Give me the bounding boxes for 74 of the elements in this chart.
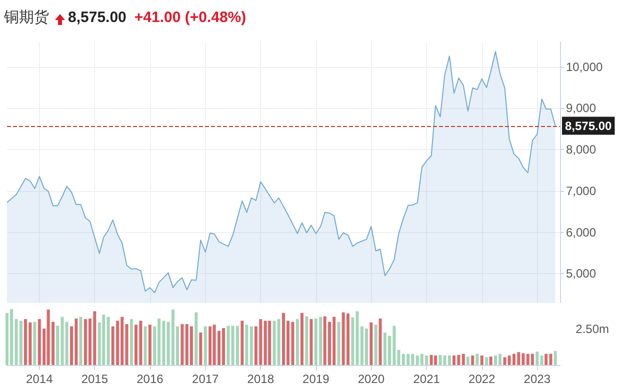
y-tick-label: 10,000 <box>566 60 604 74</box>
bar <box>277 319 280 365</box>
chart-subtitle: 8,575.00 <box>68 8 126 26</box>
bar <box>148 324 152 365</box>
bar <box>79 316 82 365</box>
x-tick-label: 2015 <box>81 372 108 386</box>
bar <box>374 324 378 365</box>
bar <box>130 319 133 365</box>
bar <box>544 354 548 365</box>
bar <box>125 324 128 365</box>
bar <box>462 354 465 365</box>
x-tick-label: 2018 <box>247 372 274 386</box>
bar <box>310 319 313 365</box>
ref-line-label: 8,575.00 <box>565 118 612 133</box>
text: +41.00 (+0.48%) <box>134 8 246 26</box>
bar <box>144 326 147 365</box>
bar <box>480 355 484 365</box>
bar <box>102 314 106 365</box>
bar <box>240 320 244 365</box>
bar <box>503 357 506 365</box>
bar <box>485 357 488 365</box>
x-tick-label: 2014 <box>26 372 54 386</box>
bar <box>204 326 207 365</box>
bar <box>208 326 212 365</box>
x-tick-label: 2023 <box>524 372 551 386</box>
bar <box>305 316 308 365</box>
x-tick-label: 2019 <box>302 372 330 386</box>
bar <box>554 351 557 365</box>
x-tick-label: 2022 <box>468 372 496 386</box>
bar <box>268 320 272 365</box>
bar <box>549 354 552 365</box>
bar <box>337 322 340 365</box>
bar <box>489 356 492 365</box>
x-tick-label: 2017 <box>192 372 220 386</box>
y-tick-label: 7,000 <box>566 184 596 198</box>
bar <box>430 354 433 365</box>
bar <box>33 322 36 365</box>
bar <box>466 356 470 365</box>
bar <box>530 354 534 365</box>
bar <box>190 326 193 365</box>
bar <box>194 312 198 365</box>
bar <box>540 355 544 365</box>
bar <box>378 318 382 365</box>
bar <box>438 354 442 365</box>
bar <box>199 332 202 365</box>
bar <box>476 354 479 365</box>
bar <box>448 355 451 365</box>
y-tick-label: 9,000 <box>566 101 596 116</box>
bar <box>250 326 253 365</box>
bar <box>264 320 267 365</box>
x-tick-label: 2020 <box>358 372 385 386</box>
bar <box>236 326 239 365</box>
bar <box>370 322 373 365</box>
y-tick-label: 5,000 <box>566 266 596 281</box>
bar <box>106 316 110 365</box>
bar <box>364 328 368 365</box>
chart-title: 铜期货 <box>4 8 49 26</box>
bar <box>536 352 539 365</box>
bar <box>226 326 230 365</box>
bar <box>19 320 22 365</box>
bar <box>452 355 456 365</box>
text: 2.50m <box>576 322 610 336</box>
bar <box>245 324 248 365</box>
bar <box>471 355 474 365</box>
bar <box>134 324 138 365</box>
y-tick-label: 6,000 <box>566 225 596 240</box>
bar <box>180 324 184 365</box>
bar <box>300 312 304 365</box>
x-tick-label: 2021 <box>413 372 440 386</box>
x-tick-label: 2016 <box>136 372 164 386</box>
bar <box>434 355 438 365</box>
bar <box>56 326 60 365</box>
y-tick-label: 8,000 <box>566 142 596 157</box>
bar <box>296 319 299 365</box>
